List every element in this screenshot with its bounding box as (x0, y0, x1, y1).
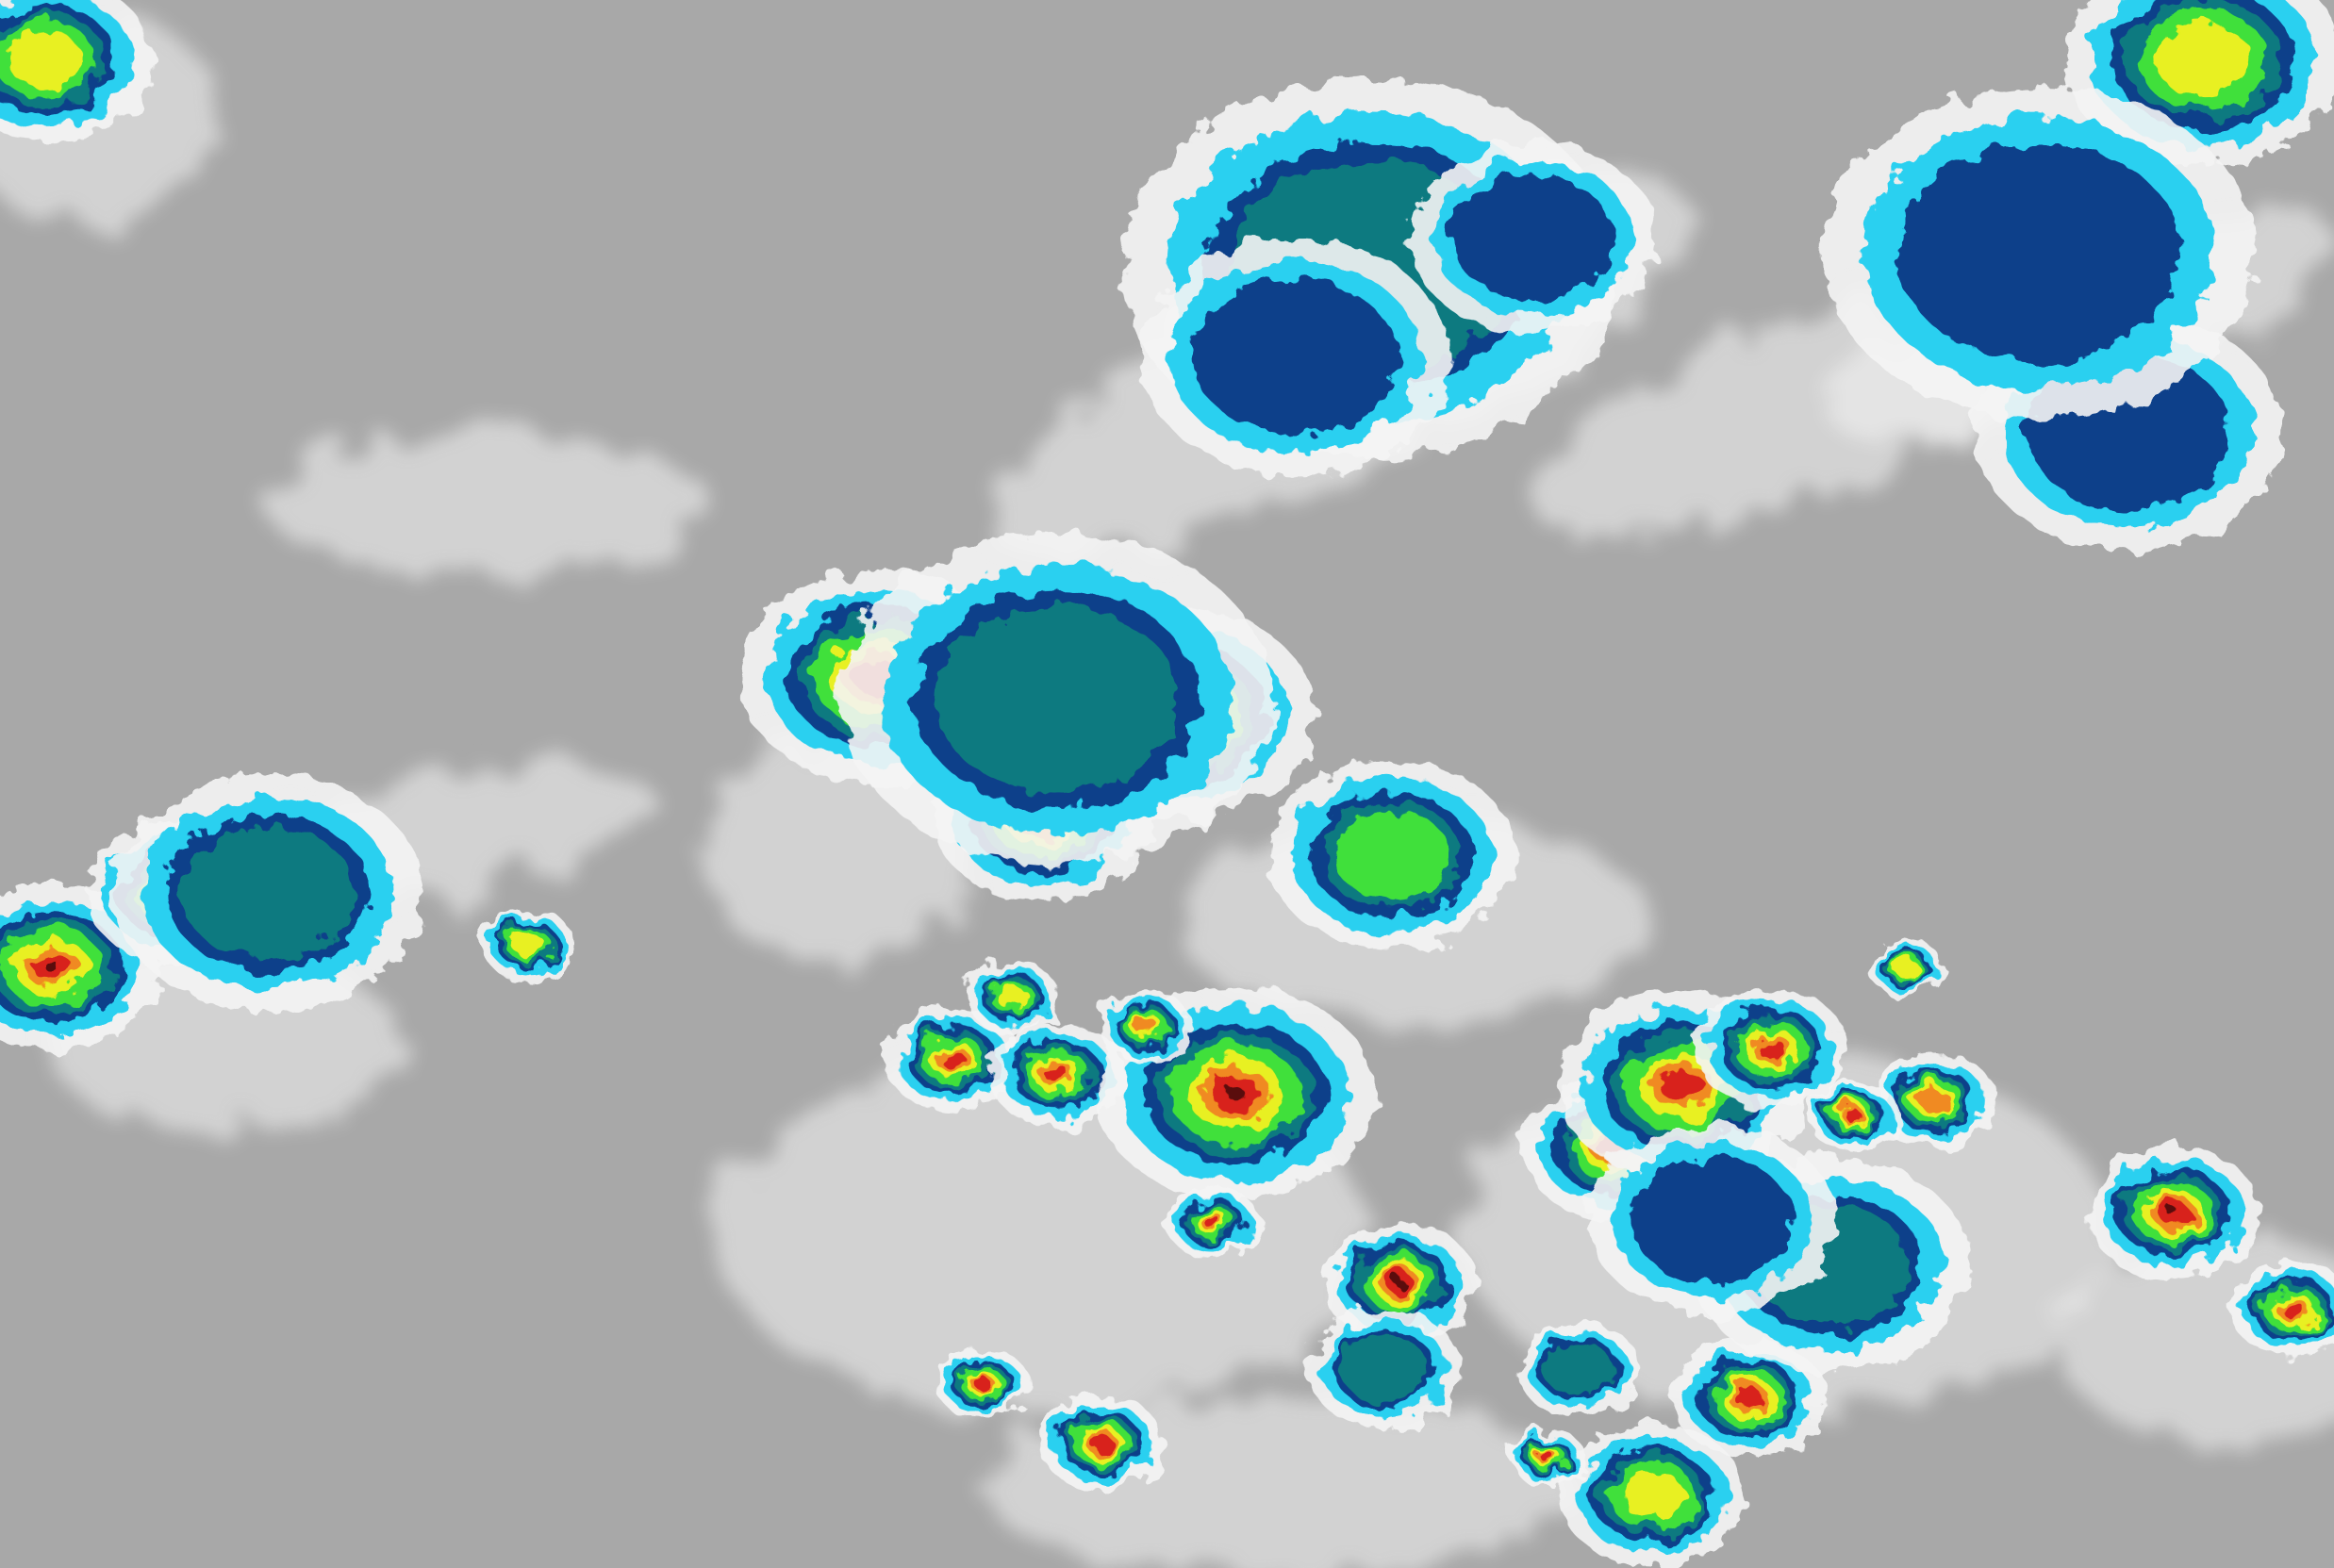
storm-cell (1511, 1428, 1585, 1487)
cirrus-cloud (268, 431, 715, 581)
storm-cell (1671, 1339, 1827, 1459)
storm-cell (884, 1006, 1021, 1112)
storm-cell (1822, 86, 2257, 420)
storm-cell (1409, 142, 1658, 334)
storm-cell (1587, 1124, 1836, 1315)
storm-cell (2086, 1146, 2260, 1279)
storm-cell (482, 909, 575, 981)
storm-cell (1868, 938, 1943, 996)
storm-cell (112, 773, 423, 1012)
storm-cell (1267, 760, 1516, 951)
storm-cell (1806, 1080, 1900, 1152)
storm-cell (1100, 990, 1193, 1063)
storm-cell (1515, 1321, 1640, 1417)
storm-cell (1873, 1053, 1997, 1149)
storm-cell (1167, 1187, 1260, 1259)
storm-cell (1039, 1395, 1164, 1491)
storm-cell (1694, 989, 1849, 1109)
storm-cell (1140, 238, 1450, 476)
storm-cell (839, 532, 1274, 867)
storm-cell (2230, 1261, 2334, 1357)
storm-cell (1559, 1423, 1746, 1567)
storm-cell (1306, 1309, 1463, 1428)
storm-cell (0, 0, 154, 143)
storm-cell (935, 1347, 1030, 1420)
storm-cell (0, 883, 161, 1050)
storm-cell (966, 961, 1059, 1032)
storm-cell (988, 1021, 1125, 1127)
